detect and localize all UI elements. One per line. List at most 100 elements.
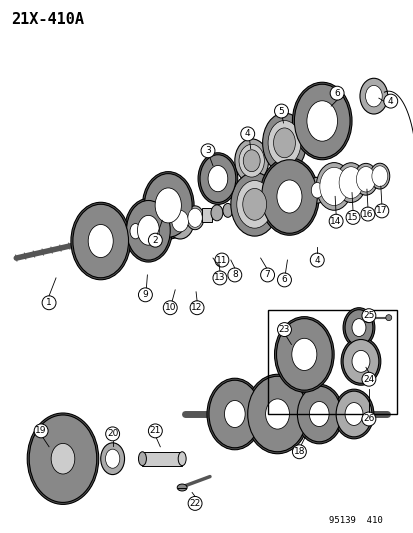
- Ellipse shape: [359, 78, 387, 114]
- Ellipse shape: [155, 188, 181, 223]
- Text: 6: 6: [281, 276, 287, 285]
- Ellipse shape: [295, 384, 342, 444]
- Ellipse shape: [306, 177, 326, 203]
- Ellipse shape: [73, 204, 128, 278]
- Text: 26: 26: [362, 415, 374, 424]
- Ellipse shape: [297, 386, 340, 442]
- Ellipse shape: [311, 182, 323, 198]
- Ellipse shape: [100, 443, 124, 474]
- Text: 9: 9: [142, 290, 148, 300]
- Ellipse shape: [242, 189, 266, 220]
- Ellipse shape: [385, 314, 391, 321]
- Ellipse shape: [247, 376, 306, 452]
- Text: 10: 10: [164, 303, 176, 312]
- Ellipse shape: [276, 319, 331, 390]
- Text: 17: 17: [375, 206, 387, 215]
- Ellipse shape: [206, 378, 262, 450]
- Ellipse shape: [125, 217, 145, 245]
- Text: 11: 11: [216, 255, 227, 264]
- Text: 15: 15: [347, 213, 358, 222]
- Ellipse shape: [126, 200, 170, 260]
- Text: 1: 1: [46, 298, 52, 307]
- Ellipse shape: [353, 164, 377, 195]
- Ellipse shape: [243, 150, 259, 172]
- Ellipse shape: [273, 128, 295, 158]
- Ellipse shape: [51, 443, 75, 474]
- Circle shape: [201, 144, 214, 158]
- Ellipse shape: [319, 167, 348, 206]
- Ellipse shape: [276, 180, 301, 213]
- Text: 5: 5: [278, 107, 284, 116]
- Ellipse shape: [261, 160, 316, 233]
- Circle shape: [148, 424, 162, 438]
- Text: 16: 16: [361, 209, 373, 219]
- Circle shape: [345, 211, 359, 224]
- Ellipse shape: [105, 449, 119, 468]
- Ellipse shape: [344, 310, 372, 345]
- Ellipse shape: [199, 155, 235, 203]
- Ellipse shape: [351, 350, 369, 372]
- Text: 7: 7: [264, 270, 270, 279]
- Ellipse shape: [177, 484, 187, 491]
- Text: 21X-410A: 21X-410A: [11, 12, 84, 27]
- Circle shape: [374, 204, 388, 218]
- Ellipse shape: [142, 172, 194, 239]
- Text: 22: 22: [189, 499, 200, 508]
- Circle shape: [148, 233, 162, 247]
- Ellipse shape: [342, 308, 374, 348]
- Ellipse shape: [124, 198, 172, 262]
- Ellipse shape: [83, 224, 107, 256]
- Text: 12: 12: [191, 303, 202, 312]
- Ellipse shape: [144, 174, 192, 237]
- Ellipse shape: [365, 85, 381, 107]
- Ellipse shape: [259, 158, 318, 235]
- Ellipse shape: [138, 452, 146, 466]
- Text: 13: 13: [214, 273, 225, 282]
- Ellipse shape: [166, 203, 194, 239]
- Ellipse shape: [342, 340, 378, 383]
- Ellipse shape: [238, 144, 264, 177]
- Bar: [202, 208, 211, 222]
- Ellipse shape: [309, 401, 328, 426]
- Circle shape: [227, 268, 241, 282]
- Ellipse shape: [137, 215, 159, 245]
- Text: 24: 24: [362, 375, 374, 384]
- Ellipse shape: [186, 206, 204, 230]
- Ellipse shape: [89, 231, 102, 249]
- Text: 20: 20: [107, 430, 118, 438]
- Text: 19: 19: [35, 426, 47, 435]
- Circle shape: [328, 214, 342, 228]
- Text: 8: 8: [231, 270, 237, 279]
- Ellipse shape: [178, 452, 186, 466]
- Ellipse shape: [209, 380, 260, 448]
- Ellipse shape: [338, 167, 362, 198]
- Ellipse shape: [371, 166, 387, 187]
- Text: 23: 23: [278, 325, 290, 334]
- Ellipse shape: [335, 391, 371, 437]
- Text: 2: 2: [152, 236, 158, 245]
- Ellipse shape: [188, 208, 202, 227]
- Bar: [142, 452, 182, 466]
- Text: 25: 25: [362, 311, 374, 320]
- Ellipse shape: [335, 163, 365, 203]
- Ellipse shape: [236, 181, 272, 228]
- Ellipse shape: [197, 153, 237, 205]
- Ellipse shape: [211, 205, 222, 221]
- Ellipse shape: [306, 101, 337, 141]
- Circle shape: [42, 296, 56, 310]
- Ellipse shape: [344, 402, 362, 425]
- Circle shape: [240, 127, 254, 141]
- Ellipse shape: [29, 415, 97, 503]
- Ellipse shape: [369, 163, 389, 189]
- Ellipse shape: [294, 84, 349, 158]
- Ellipse shape: [245, 374, 309, 454]
- Text: 95139  410: 95139 410: [328, 516, 382, 525]
- Ellipse shape: [333, 389, 373, 439]
- Circle shape: [34, 424, 48, 438]
- Text: 4: 4: [387, 96, 393, 106]
- Text: 18: 18: [293, 447, 304, 456]
- Ellipse shape: [88, 224, 113, 257]
- Ellipse shape: [123, 215, 147, 247]
- Ellipse shape: [292, 82, 351, 160]
- Bar: [267, 310, 396, 414]
